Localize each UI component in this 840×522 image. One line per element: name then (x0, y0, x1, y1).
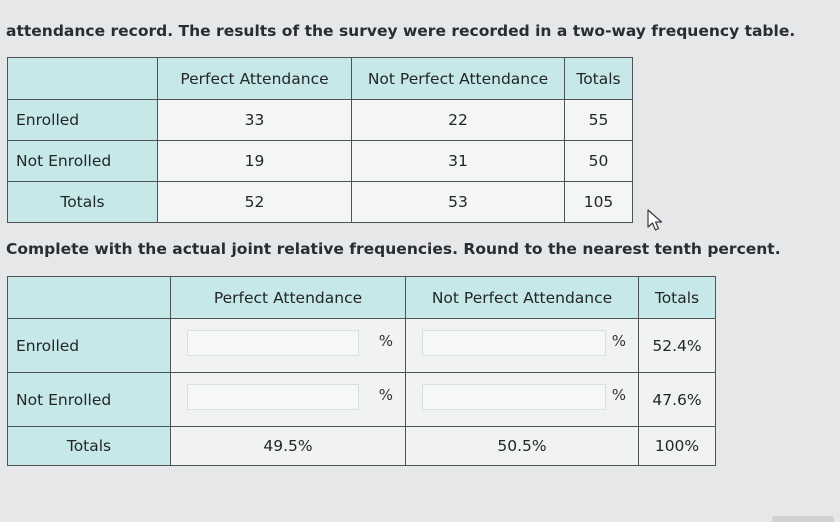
answer-cell: % (405, 318, 639, 373)
enrolled-not-perfect-input[interactable] (422, 330, 606, 356)
table2-row-totals: Totals 49.5% 50.5% 100% (7, 426, 716, 466)
answer-cell: % (405, 372, 639, 427)
table2-row-not-enrolled: Not Enrolled % % 47.6% (7, 372, 716, 427)
table2-total-not-perfect: 50.5% (405, 426, 639, 466)
table1-row-label: Enrolled (7, 99, 158, 141)
table1-cell: 55 (564, 99, 633, 141)
percent-symbol: % (378, 332, 393, 350)
table1-cell: 31 (351, 140, 565, 182)
table1-cell: 53 (351, 181, 565, 223)
table2-header-not-perfect: Not Perfect Attendance (405, 276, 639, 319)
frequency-table: Perfect Attendance Not Perfect Attendanc… (7, 57, 633, 223)
table1-row-not-enrolled: Not Enrolled 19 31 50 (7, 140, 633, 182)
table2-total-perfect: 49.5% (170, 426, 406, 466)
scroll-handle[interactable] (772, 516, 834, 522)
table1-header-not-perfect: Not Perfect Attendance (351, 57, 565, 100)
enrolled-perfect-input[interactable] (187, 330, 359, 356)
table1-cell: 50 (564, 140, 633, 182)
percent-symbol: % (611, 386, 626, 404)
table1-row-label: Not Enrolled (7, 140, 158, 182)
table1-cell: 33 (157, 99, 352, 141)
answer-cell: % (170, 372, 406, 427)
intro-text: attendance record. The results of the su… (6, 22, 796, 40)
table1-cell: 22 (351, 99, 565, 141)
table1-cell: 19 (157, 140, 352, 182)
table1-cell: 105 (564, 181, 633, 223)
mouse-pointer-icon (647, 209, 663, 231)
table2-row-enrolled: Enrolled % % 52.4% (7, 318, 716, 373)
percent-symbol: % (378, 386, 393, 404)
table2-header-totals: Totals (638, 276, 716, 319)
table2-corner-cell (7, 276, 171, 319)
instruction-text: Complete with the actual joint relative … (6, 240, 781, 258)
relative-frequency-table: Perfect Attendance Not Perfect Attendanc… (7, 276, 716, 466)
percent-symbol: % (611, 332, 626, 350)
table1-row-label: Totals (7, 181, 158, 223)
table2-row-total: 47.6% (638, 372, 716, 427)
answer-cell: % (170, 318, 406, 373)
table1-header-perfect: Perfect Attendance (157, 57, 352, 100)
table2-row-label: Enrolled (7, 318, 171, 373)
not-enrolled-not-perfect-input[interactable] (422, 384, 606, 410)
table2-grand-total: 100% (638, 426, 716, 466)
table2-row-label: Not Enrolled (7, 372, 171, 427)
table1-corner-cell (7, 57, 158, 100)
table2-row-label: Totals (7, 426, 171, 466)
not-enrolled-perfect-input[interactable] (187, 384, 359, 410)
table2-header-perfect: Perfect Attendance (170, 276, 406, 319)
table2-row-total: 52.4% (638, 318, 716, 373)
table1-row-enrolled: Enrolled 33 22 55 (7, 99, 633, 141)
table1-cell: 52 (157, 181, 352, 223)
table1-row-totals: Totals 52 53 105 (7, 181, 633, 223)
table1-header-totals: Totals (564, 57, 633, 100)
